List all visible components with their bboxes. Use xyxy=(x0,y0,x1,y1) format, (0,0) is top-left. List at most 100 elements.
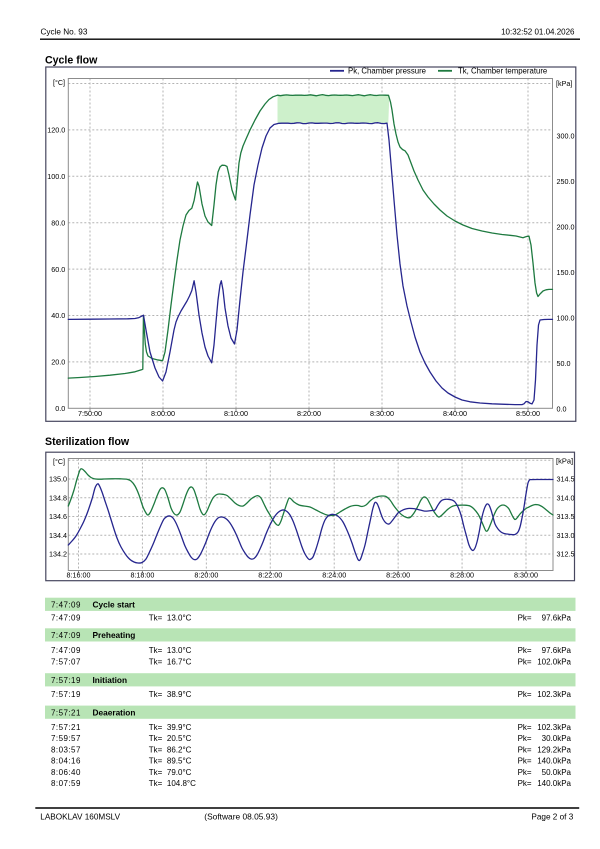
svg-text:80.0: 80.0 xyxy=(51,218,65,227)
svg-text:Page 2 of 3: Page 2 of 3 xyxy=(531,812,573,821)
svg-text:Preheating: Preheating xyxy=(93,630,136,640)
svg-text:100.0: 100.0 xyxy=(557,313,575,322)
svg-text:Pk=: Pk= xyxy=(518,757,532,766)
svg-text:8:16:00: 8:16:00 xyxy=(67,570,91,579)
svg-text:300.0: 300.0 xyxy=(557,131,575,140)
svg-text:Cycle flow: Cycle flow xyxy=(45,55,98,67)
svg-text:8:07:59: 8:07:59 xyxy=(51,779,81,788)
svg-text:Tk=: Tk= xyxy=(149,745,163,754)
svg-text:LABOKLAV 160MSLV: LABOKLAV 160MSLV xyxy=(40,812,120,821)
svg-text:129.2kPa: 129.2kPa xyxy=(537,745,571,754)
svg-text:97.6kPa: 97.6kPa xyxy=(542,646,572,655)
svg-text:Pk=: Pk= xyxy=(518,779,532,788)
svg-text:Tk=: Tk= xyxy=(149,723,163,732)
svg-text:Tk=: Tk= xyxy=(149,657,163,666)
svg-text:102.3kPa: 102.3kPa xyxy=(537,690,571,699)
svg-text:134.4: 134.4 xyxy=(49,531,67,540)
svg-text:Pk, Chamber pressure: Pk, Chamber pressure xyxy=(348,67,426,76)
svg-text:140.0kPa: 140.0kPa xyxy=(537,779,571,788)
svg-text:(Software 08.05.93): (Software 08.05.93) xyxy=(204,811,278,821)
svg-text:[kPa]: [kPa] xyxy=(556,457,573,466)
svg-text:0.0: 0.0 xyxy=(557,405,567,414)
svg-text:Pk=: Pk= xyxy=(518,646,532,655)
svg-text:100.0: 100.0 xyxy=(47,172,65,181)
svg-text:200.0: 200.0 xyxy=(557,222,575,231)
svg-text:8:00:00: 8:00:00 xyxy=(151,409,175,418)
svg-text:16.7°C: 16.7°C xyxy=(167,657,192,666)
svg-text:Tk=: Tk= xyxy=(149,613,163,622)
svg-text:102.3kPa: 102.3kPa xyxy=(537,723,571,732)
svg-text:8:22:00: 8:22:00 xyxy=(258,570,282,579)
svg-text:150.0: 150.0 xyxy=(557,268,575,277)
svg-text:20.5°C: 20.5°C xyxy=(167,734,192,743)
svg-text:50.0: 50.0 xyxy=(557,359,571,368)
svg-text:38.9°C: 38.9°C xyxy=(167,690,192,699)
svg-text:7:57:21: 7:57:21 xyxy=(51,708,81,717)
svg-text:Initiation: Initiation xyxy=(93,675,128,685)
svg-text:Sterilization flow: Sterilization flow xyxy=(45,436,130,448)
svg-text:13.0°C: 13.0°C xyxy=(167,613,192,622)
svg-text:7:57:19: 7:57:19 xyxy=(51,676,81,685)
svg-text:313.0: 313.0 xyxy=(557,531,575,540)
svg-text:50.0kPa: 50.0kPa xyxy=(542,768,572,777)
svg-text:7:47:09: 7:47:09 xyxy=(51,613,81,622)
svg-text:8:20:00: 8:20:00 xyxy=(194,570,218,579)
svg-text:[kPa]: [kPa] xyxy=(556,79,572,88)
svg-text:Pk=: Pk= xyxy=(518,690,532,699)
svg-text:Tk, Chamber temperature: Tk, Chamber temperature xyxy=(458,67,547,76)
svg-text:120.0: 120.0 xyxy=(47,126,65,135)
svg-text:8:18:00: 8:18:00 xyxy=(130,570,154,579)
svg-text:8:26:00: 8:26:00 xyxy=(386,570,410,579)
svg-text:7:50:00: 7:50:00 xyxy=(78,409,102,418)
svg-text:7:47:09: 7:47:09 xyxy=(51,600,81,609)
svg-text:Tk=: Tk= xyxy=(149,734,163,743)
svg-text:312.5: 312.5 xyxy=(557,550,575,559)
svg-text:104.8°C: 104.8°C xyxy=(167,779,196,788)
svg-text:20.0: 20.0 xyxy=(51,358,65,367)
svg-text:8:03:57: 8:03:57 xyxy=(51,745,81,754)
svg-text:8:20:00: 8:20:00 xyxy=(297,409,321,418)
svg-text:86.2°C: 86.2°C xyxy=(167,745,192,754)
svg-text:8:24:00: 8:24:00 xyxy=(322,570,346,579)
svg-text:39.9°C: 39.9°C xyxy=(167,723,192,732)
svg-text:13.0°C: 13.0°C xyxy=(167,646,192,655)
svg-text:8:28:00: 8:28:00 xyxy=(450,570,474,579)
svg-text:7:47:09: 7:47:09 xyxy=(51,631,81,640)
svg-text:0.0: 0.0 xyxy=(55,404,65,413)
svg-text:Pk=: Pk= xyxy=(518,723,532,732)
svg-text:7:47:09: 7:47:09 xyxy=(51,646,81,655)
svg-text:10:32:52 01.04.2026: 10:32:52 01.04.2026 xyxy=(501,27,575,36)
svg-text:134.6: 134.6 xyxy=(49,512,67,521)
svg-text:135.0: 135.0 xyxy=(49,475,67,484)
svg-text:[°C]: [°C] xyxy=(53,78,65,87)
svg-text:[°C]: [°C] xyxy=(53,457,65,466)
svg-text:8:40:00: 8:40:00 xyxy=(443,409,467,418)
svg-text:Tk=: Tk= xyxy=(149,768,163,777)
svg-text:97.6kPa: 97.6kPa xyxy=(542,613,572,622)
svg-text:Tk=: Tk= xyxy=(149,757,163,766)
svg-text:Pk=: Pk= xyxy=(518,657,532,666)
svg-text:Pk=: Pk= xyxy=(518,734,532,743)
svg-text:Tk=: Tk= xyxy=(149,690,163,699)
svg-text:7:57:19: 7:57:19 xyxy=(51,690,81,699)
svg-text:Pk=: Pk= xyxy=(518,613,532,622)
svg-text:Deaeration: Deaeration xyxy=(93,707,136,717)
svg-text:79.0°C: 79.0°C xyxy=(167,768,192,777)
svg-text:313.5: 313.5 xyxy=(557,512,575,521)
svg-text:8:30:00: 8:30:00 xyxy=(514,570,538,579)
svg-text:60.0: 60.0 xyxy=(51,265,65,274)
svg-text:7:57:07: 7:57:07 xyxy=(51,657,81,666)
svg-text:Pk=: Pk= xyxy=(518,745,532,754)
svg-text:314.0: 314.0 xyxy=(557,493,575,502)
svg-text:140.0kPa: 140.0kPa xyxy=(537,757,571,766)
svg-text:314.5: 314.5 xyxy=(557,475,575,484)
svg-text:8:50:00: 8:50:00 xyxy=(516,409,540,418)
svg-text:7:57:21: 7:57:21 xyxy=(51,723,81,732)
svg-text:8:04:16: 8:04:16 xyxy=(51,757,81,766)
svg-text:89.5°C: 89.5°C xyxy=(167,757,192,766)
svg-text:40.0: 40.0 xyxy=(51,311,65,320)
svg-text:8:10:00: 8:10:00 xyxy=(224,409,248,418)
svg-text:Tk=: Tk= xyxy=(149,646,163,655)
svg-text:Cycle start: Cycle start xyxy=(93,599,136,609)
svg-text:134.2: 134.2 xyxy=(49,550,67,559)
